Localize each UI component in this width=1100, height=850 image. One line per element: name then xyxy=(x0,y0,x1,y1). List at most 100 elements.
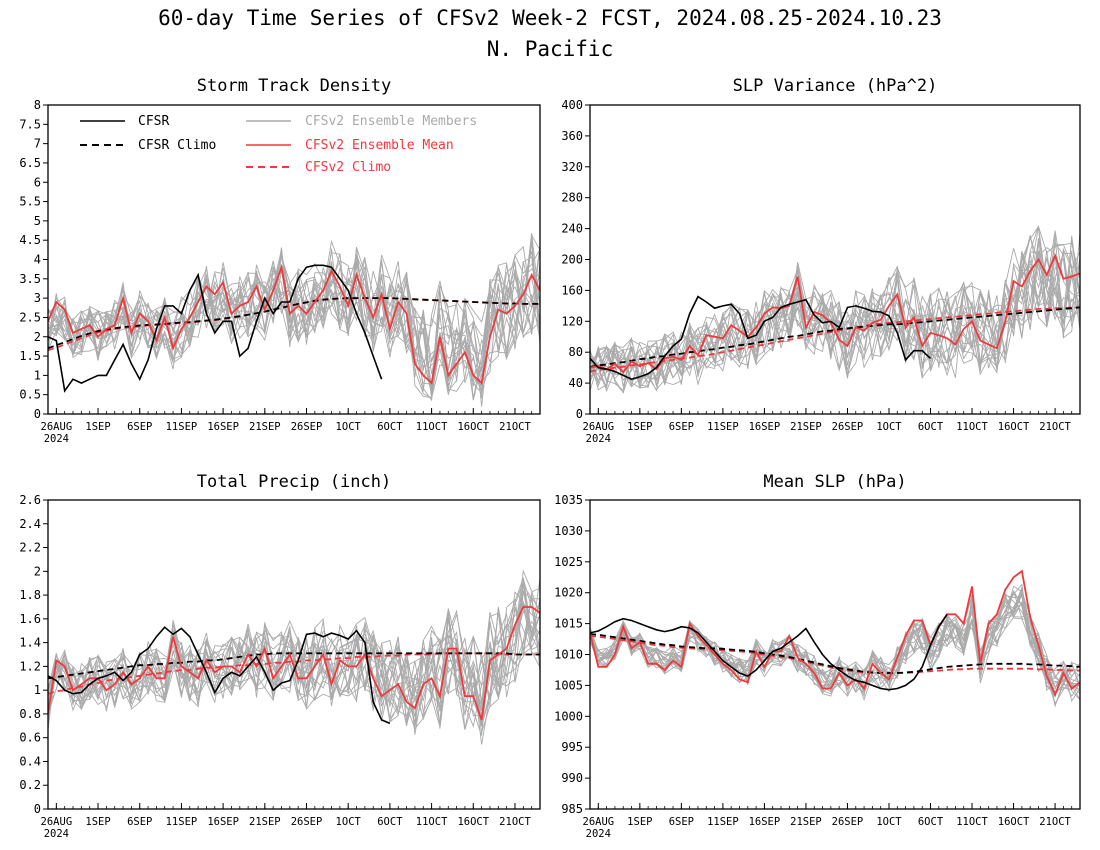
y-tick-label: 2.2 xyxy=(19,541,41,555)
plot-frame xyxy=(47,104,541,415)
x-year-label: 2024 xyxy=(44,828,69,840)
y-tick-label: 320 xyxy=(561,160,583,174)
ensemble-mean-line xyxy=(48,263,540,385)
y-tick-label: 0.8 xyxy=(19,707,41,721)
y-tick-label: 3.5 xyxy=(19,272,41,286)
x-tick-label: 26SEP xyxy=(291,421,323,433)
y-tick-label: 0 xyxy=(34,802,41,816)
x-tick-label: 6SEP xyxy=(669,816,694,828)
figure-title: 60-day Time Series of CFSv2 Week-2 FCST,… xyxy=(158,6,942,30)
plot-frame xyxy=(589,104,1081,415)
y-tick-label: 1.5 xyxy=(19,349,41,363)
ensemble-member-line xyxy=(590,230,1080,388)
y-tick-label: 1020 xyxy=(554,586,583,600)
cfsr-line xyxy=(590,613,948,691)
x-tick-label: 16SEP xyxy=(749,816,781,828)
x-tick-label: 26AUG xyxy=(41,816,73,828)
cfsr-line xyxy=(48,626,391,725)
x-tick-label: 16SEP xyxy=(207,421,239,433)
legend-ensemble-mean-label: CFSv2 Ensemble Mean xyxy=(305,138,454,153)
x-tick-label: 1SEP xyxy=(85,816,110,828)
plot-frame xyxy=(589,499,1081,810)
x-tick-label: 1OCT xyxy=(876,421,902,433)
y-tick-label: 1.2 xyxy=(19,659,41,673)
x-tick-label: 26AUG xyxy=(583,421,615,433)
y-tick-label: 200 xyxy=(561,253,583,267)
x-tick-label: 6OCT xyxy=(377,816,403,828)
x-tick-label: 6SEP xyxy=(127,421,152,433)
panel-title: Total Precip (inch) xyxy=(197,472,391,492)
y-tick-label: 4.5 xyxy=(19,233,41,247)
cfsr-line xyxy=(590,295,932,381)
y-tick-label: 6 xyxy=(34,175,41,189)
y-tick-label: 1005 xyxy=(554,678,583,692)
ensemble-mean-line xyxy=(590,253,1080,374)
y-tick-label: 1010 xyxy=(554,648,583,662)
x-year-label: 2024 xyxy=(44,433,69,445)
y-tick-label: 280 xyxy=(561,191,583,205)
x-tick-label: 1SEP xyxy=(627,816,652,828)
legend-cfsr-label: CFSR xyxy=(138,114,169,129)
x-tick-label: 11OCT xyxy=(416,816,448,828)
ensemble-member-line xyxy=(590,253,1080,385)
x-tick-label: 1SEP xyxy=(85,421,110,433)
y-tick-label: 0.4 xyxy=(19,754,41,768)
x-tick-label: 16SEP xyxy=(749,421,781,433)
plot-frame xyxy=(47,499,541,810)
x-tick-label: 16OCT xyxy=(998,421,1030,433)
y-tick-label: 1000 xyxy=(554,709,583,723)
x-tick-label: 11SEP xyxy=(707,421,739,433)
ensemble-member-line xyxy=(590,258,1080,394)
y-tick-label: 0.6 xyxy=(19,731,41,745)
x-tick-label: 26AUG xyxy=(41,421,73,433)
x-tick-label: 16SEP xyxy=(207,816,239,828)
ensemble-member-line xyxy=(48,590,540,745)
plot-area xyxy=(48,569,540,745)
panel-title: Mean SLP (hPa) xyxy=(763,472,906,492)
ensemble-mean-line xyxy=(48,606,540,721)
x-tick-label: 21OCT xyxy=(1039,421,1071,433)
y-tick-label: 985 xyxy=(561,802,583,816)
x-tick-label: 21OCT xyxy=(499,816,531,828)
legend-cfsv2-climo-label: CFSv2 Climo xyxy=(305,160,391,175)
y-tick-label: 1.6 xyxy=(19,612,41,626)
y-tick-label: 5.5 xyxy=(19,195,41,209)
x-tick-label: 11SEP xyxy=(166,421,198,433)
y-tick-label: 1015 xyxy=(554,617,583,631)
y-tick-label: 7 xyxy=(34,137,41,151)
x-tick-label: 6SEP xyxy=(127,816,152,828)
y-tick-label: 80 xyxy=(569,345,583,359)
plot-area xyxy=(590,225,1080,394)
y-tick-label: 5 xyxy=(34,214,41,228)
ensemble-mean-line xyxy=(590,569,1080,698)
y-tick-label: 6.5 xyxy=(19,156,41,170)
mean-slp-panel: Mean SLP (hPa) 985 990 995 1000 1005 1010 1015… xyxy=(554,472,1081,840)
y-tick-label: 2 xyxy=(34,330,41,344)
x-tick-label: 16OCT xyxy=(457,421,489,433)
plot-area xyxy=(590,569,1080,708)
ensemble-member-line xyxy=(48,612,540,725)
y-tick-label: 2.6 xyxy=(19,493,41,507)
ensemble-member-line xyxy=(590,590,1080,693)
x-tick-label: 6SEP xyxy=(669,421,694,433)
cfsv2-climo-line xyxy=(590,306,1080,373)
y-tick-label: 7.5 xyxy=(19,117,41,131)
plot-area xyxy=(48,233,540,407)
x-tick-label: 6OCT xyxy=(918,421,944,433)
figure-subtitle: N. Pacific xyxy=(487,37,613,61)
x-tick-label: 16OCT xyxy=(457,816,489,828)
x-tick-label: 26SEP xyxy=(291,816,323,828)
x-tick-label: 1SEP xyxy=(627,421,652,433)
ensemble-member-line xyxy=(590,247,1080,394)
ensemble-member-line xyxy=(590,585,1080,703)
ensemble-member-line xyxy=(48,606,540,728)
y-tick-label: 0.2 xyxy=(19,778,41,792)
x-tick-label: 26SEP xyxy=(832,421,864,433)
y-tick-label: 120 xyxy=(561,314,583,328)
y-tick-label: 1030 xyxy=(554,524,583,538)
total-precip-panel: Total Precip (inch) 0 0.2 0.4 0.6 0.8 1 1.2 1.4… xyxy=(19,472,541,840)
x-tick-label: 1OCT xyxy=(336,816,362,828)
x-tick-label: 6OCT xyxy=(918,816,944,828)
x-year-label: 2024 xyxy=(586,433,611,445)
